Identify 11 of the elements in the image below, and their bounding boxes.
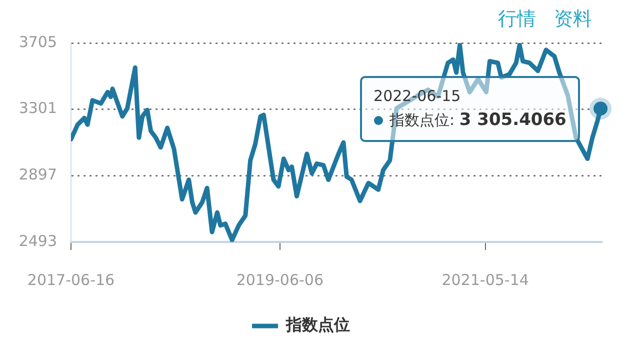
text: 资料 — [554, 8, 592, 30]
annotation: 2022-06-15 指数点位: 3 305.4066 — [374, 86, 566, 130]
y-tick-label: 2493 — [18, 232, 57, 250]
y-tick-label: 3301 — [18, 99, 57, 118]
y-tick-label: 3705 — [18, 32, 57, 51]
y-tick-label: 2897 — [18, 166, 57, 184]
x-tick-label: 2017-06-16 — [27, 270, 115, 289]
text: 行情 — [498, 8, 536, 30]
legend-label: 指数点位 — [285, 315, 350, 334]
x-tick-label: 2019-06-06 — [236, 270, 324, 289]
x-tick-label: 2021-05-14 — [442, 270, 529, 289]
